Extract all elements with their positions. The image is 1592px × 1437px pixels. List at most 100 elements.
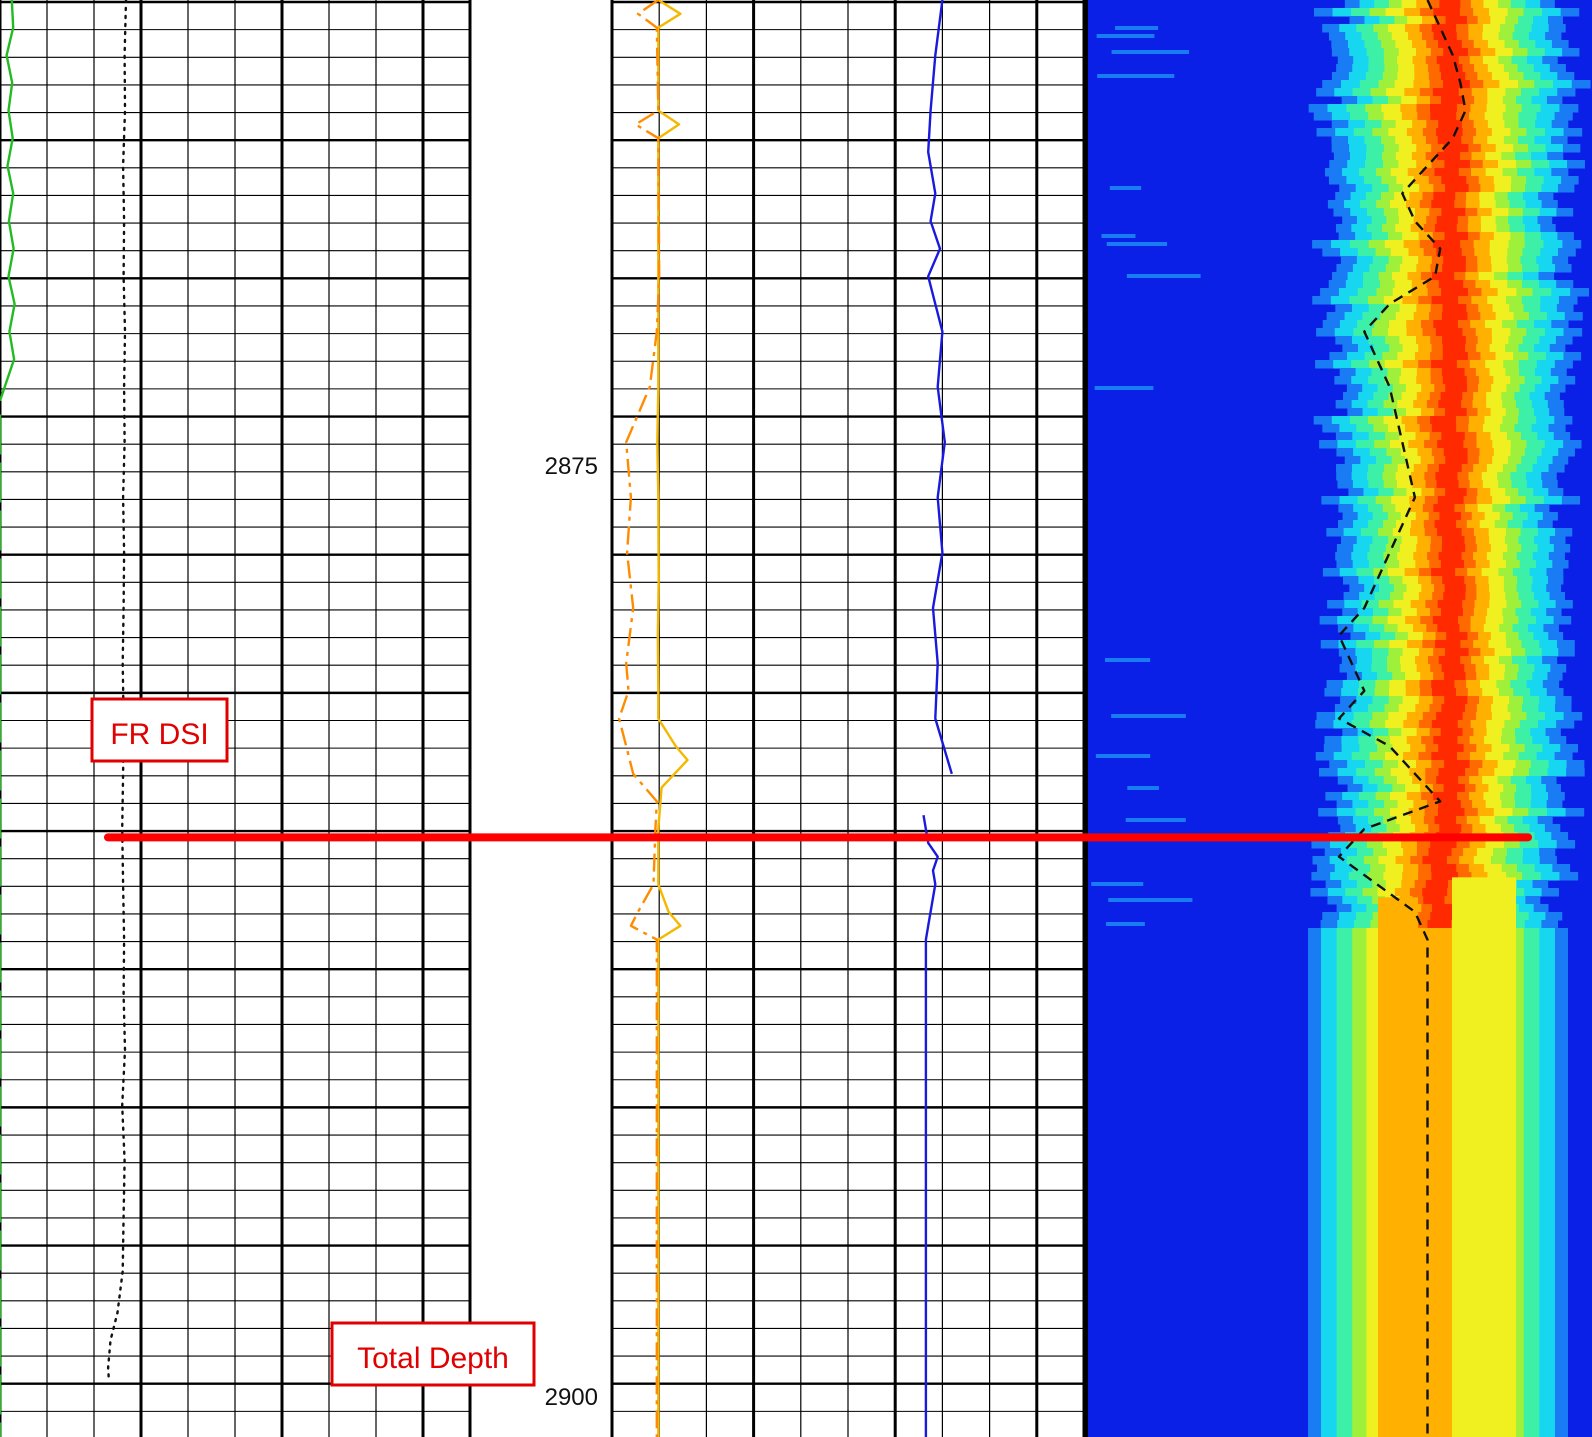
spectrum-band	[1437, 440, 1464, 449]
spectrum-band	[1439, 512, 1461, 521]
spectrum-band	[1440, 608, 1463, 617]
spectrum-band	[1434, 224, 1457, 233]
spectrum-band	[1391, 1144, 1485, 1153]
spectrum-band	[1430, 112, 1457, 121]
spectrum-band	[1444, 232, 1469, 241]
spectrum-band	[1443, 672, 1466, 681]
spectrum-band	[1439, 824, 1462, 833]
spectrum-band	[1431, 720, 1458, 729]
spectrum-band	[1436, 248, 1462, 257]
spectrum-band	[1391, 1008, 1485, 1017]
spectrum-band	[1441, 176, 1467, 185]
spectrum-band	[1440, 96, 1464, 105]
curve-series-3	[656, 0, 689, 1437]
spectrum-band	[1431, 296, 1459, 305]
spectrum-band	[1391, 1128, 1485, 1137]
spectrum-band	[1438, 464, 1462, 473]
spectrum-band	[1439, 0, 1461, 9]
spectrum-band	[1391, 976, 1485, 985]
spectrum-band	[1436, 480, 1459, 489]
spectrum-band	[1438, 744, 1464, 753]
spectrum-band	[1391, 1248, 1485, 1257]
spectrum-band	[1430, 416, 1456, 425]
spectrum-band	[1391, 992, 1485, 1001]
spectrum-band	[1391, 1048, 1485, 1057]
spectrum-band	[1391, 1416, 1485, 1425]
spectrum-noise	[1126, 274, 1201, 278]
spectrum-band	[1391, 1024, 1485, 1033]
spectrum-band	[1436, 56, 1459, 65]
spectrum-band	[1422, 888, 1448, 897]
spectrum-band	[1433, 504, 1455, 513]
spectrum-band	[1432, 616, 1458, 625]
spectrum-band	[1391, 1424, 1485, 1433]
spectrum-band	[1432, 688, 1456, 697]
spectrum-band	[1391, 1192, 1485, 1201]
spectrum-band	[1441, 704, 1466, 713]
total-depth-label: Total Depth	[357, 1342, 509, 1375]
spectrum-band	[1428, 848, 1452, 857]
total-depth-box	[330, 1321, 536, 1387]
spectrum-band	[1443, 144, 1469, 153]
spectrum-band	[1443, 592, 1466, 601]
spectrum-band	[1391, 1168, 1485, 1177]
spectrum-band	[1391, 1176, 1485, 1185]
spectrum-band	[1391, 1280, 1485, 1289]
spectrum-band	[1437, 136, 1462, 145]
spectrum-band	[1446, 632, 1468, 641]
spectrum-band	[1436, 128, 1463, 137]
spectrum-band	[1443, 448, 1468, 457]
spectrum-band	[1438, 280, 1464, 289]
spectrum-noise	[1094, 386, 1154, 390]
spectrum-band	[1391, 944, 1485, 953]
spectrum-band	[1433, 736, 1458, 745]
spectrum-band	[1431, 24, 1457, 33]
spectrum-band	[1437, 528, 1462, 537]
spectrum-band	[1432, 88, 1459, 97]
spectrum-band	[1391, 960, 1485, 969]
spectrum-band	[1442, 264, 1466, 273]
spectrum-band	[1445, 384, 1468, 393]
spectrum-band	[1391, 1344, 1485, 1353]
spectrum-noise	[1115, 26, 1159, 30]
spectrum-band	[1435, 472, 1458, 481]
curve-series-4	[617, 0, 661, 1437]
annotations: FR DSI Total Depth	[90, 697, 536, 1387]
spectrum-band	[1445, 16, 1467, 25]
spectrum-band	[1391, 1184, 1485, 1193]
fr-dsi-box	[90, 697, 229, 763]
spectrum-band	[1391, 1152, 1485, 1161]
spectrum-band	[1378, 897, 1418, 1437]
spectrum-band	[1452, 877, 1516, 1437]
spectrum-band	[1433, 192, 1456, 201]
spectrum-band	[1391, 1088, 1485, 1097]
spectrum-band	[1391, 1240, 1485, 1249]
spectrum-band	[1391, 1000, 1485, 1009]
spectrum-band	[1430, 840, 1457, 849]
spectrum-band	[1391, 1288, 1485, 1297]
spectrum-band	[1442, 80, 1470, 89]
depth-label-2875: 2875	[545, 453, 598, 480]
curve-series-2	[106, 0, 128, 1383]
spectrum-band	[1391, 1296, 1485, 1305]
spectrum-band	[1434, 816, 1457, 825]
spectrum-band	[1437, 624, 1460, 633]
spectrum-band	[1431, 568, 1456, 577]
spectrum-band	[1438, 120, 1462, 129]
curve-series-0	[0, 0, 16, 402]
spectrum-band	[1437, 496, 1464, 505]
fr-dsi-label: FR DSI	[110, 718, 208, 751]
spectrum-band	[1441, 208, 1466, 217]
spectrum-band	[1391, 1032, 1485, 1041]
spectrum-band	[1391, 1200, 1485, 1209]
spectrum-band	[1431, 360, 1457, 369]
depth-track: 2875 2900	[545, 453, 598, 1411]
spectrum-band	[1391, 1408, 1485, 1417]
spectrum-band	[1431, 272, 1455, 281]
spectrum-band	[1433, 240, 1461, 249]
spectrum-band	[1441, 664, 1465, 673]
spectrum-band	[1431, 752, 1457, 761]
spectrum-band	[1422, 856, 1447, 865]
spectrum-band	[1391, 1272, 1485, 1281]
spectrum-band	[1391, 1072, 1485, 1081]
